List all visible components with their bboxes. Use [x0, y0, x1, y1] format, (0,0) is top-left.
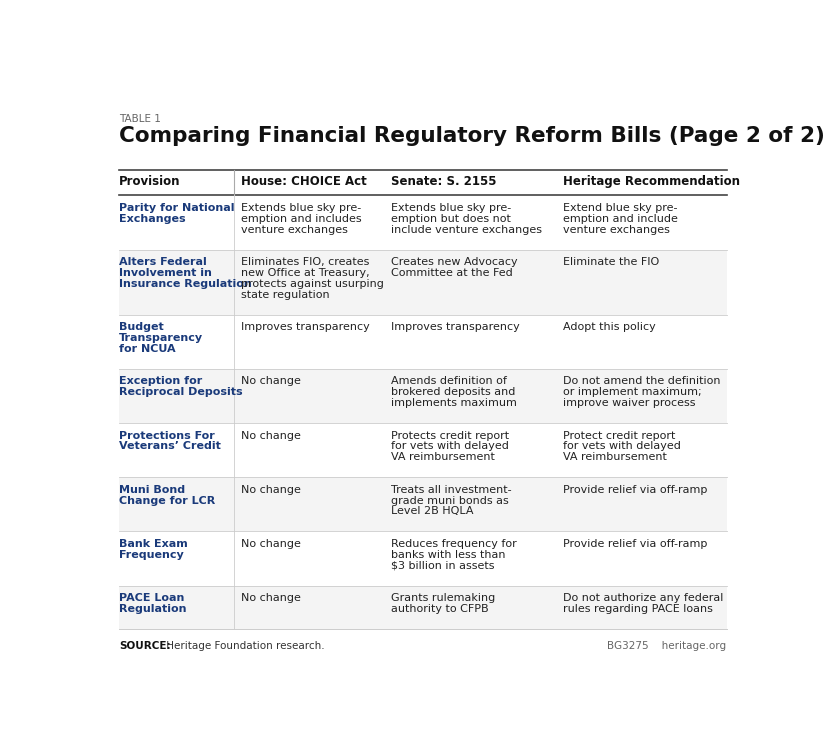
- Text: improve waiver process: improve waiver process: [563, 398, 696, 408]
- Text: No change: No change: [241, 485, 300, 495]
- Text: No change: No change: [241, 376, 300, 387]
- Text: Protects credit report: Protects credit report: [391, 430, 509, 441]
- Bar: [119, 586, 727, 629]
- Text: Do not authorize any federal: Do not authorize any federal: [563, 593, 724, 603]
- Text: grade muni bonds as: grade muni bonds as: [391, 496, 508, 505]
- Text: for vets with delayed: for vets with delayed: [391, 442, 509, 451]
- Text: Adopt this policy: Adopt this policy: [563, 322, 656, 332]
- Text: Extends blue sky pre-: Extends blue sky pre-: [391, 203, 512, 213]
- Text: state regulation: state regulation: [241, 290, 329, 300]
- Text: Alters Federal: Alters Federal: [119, 258, 207, 267]
- Text: Provide relief via off-ramp: Provide relief via off-ramp: [563, 539, 708, 549]
- Text: Treats all investment-: Treats all investment-: [391, 485, 512, 495]
- Text: Amends definition of: Amends definition of: [391, 376, 507, 387]
- Text: Bank Exam: Bank Exam: [119, 539, 188, 549]
- Text: Eliminate the FIO: Eliminate the FIO: [563, 258, 660, 267]
- Text: Provide relief via off-ramp: Provide relief via off-ramp: [563, 485, 708, 495]
- Text: Muni Bond: Muni Bond: [119, 485, 186, 495]
- Text: TABLE 1: TABLE 1: [119, 114, 161, 125]
- Text: Extends blue sky pre-: Extends blue sky pre-: [241, 203, 361, 213]
- Bar: [119, 249, 727, 315]
- Text: or implement maximum;: or implement maximum;: [563, 388, 702, 397]
- Text: for vets with delayed: for vets with delayed: [563, 442, 681, 451]
- Text: emption and includes: emption and includes: [241, 214, 361, 224]
- Text: Exchanges: Exchanges: [119, 214, 186, 224]
- Bar: [119, 477, 727, 532]
- Text: Protections For: Protections For: [119, 430, 214, 441]
- Text: Heritage Foundation research.: Heritage Foundation research.: [163, 641, 324, 650]
- Text: Do not amend the definition: Do not amend the definition: [563, 376, 721, 387]
- Bar: [119, 369, 727, 423]
- Text: Heritage Recommendation: Heritage Recommendation: [563, 174, 741, 188]
- Text: Parity for National: Parity for National: [119, 203, 234, 213]
- Text: PACE Loan: PACE Loan: [119, 593, 185, 603]
- Text: authority to CFPB: authority to CFPB: [391, 604, 488, 614]
- Text: brokered deposits and: brokered deposits and: [391, 388, 516, 397]
- Text: Creates new Advocacy: Creates new Advocacy: [391, 258, 517, 267]
- Text: Provision: Provision: [119, 174, 181, 188]
- Text: protects against usurping: protects against usurping: [241, 279, 384, 289]
- Text: Frequency: Frequency: [119, 550, 184, 559]
- Text: VA reimbursement: VA reimbursement: [563, 452, 667, 462]
- Text: No change: No change: [241, 593, 300, 603]
- Text: emption and include: emption and include: [563, 214, 678, 224]
- Text: Comparing Financial Regulatory Reform Bills (Page 2 of 2): Comparing Financial Regulatory Reform Bi…: [119, 126, 825, 146]
- Text: BG3275    heritage.org: BG3275 heritage.org: [607, 641, 727, 650]
- Text: banks with less than: banks with less than: [391, 550, 506, 559]
- Text: Veterans’ Credit: Veterans’ Credit: [119, 442, 221, 451]
- Text: Change for LCR: Change for LCR: [119, 496, 215, 505]
- Text: Grants rulemaking: Grants rulemaking: [391, 593, 495, 603]
- Text: House: CHOICE Act: House: CHOICE Act: [241, 174, 366, 188]
- Text: Improves transparency: Improves transparency: [391, 322, 520, 332]
- Text: Transparency: Transparency: [119, 333, 203, 343]
- Text: venture exchanges: venture exchanges: [241, 225, 347, 234]
- Text: No change: No change: [241, 539, 300, 549]
- Text: Insurance Regulation: Insurance Regulation: [119, 279, 252, 289]
- Text: emption but does not: emption but does not: [391, 214, 511, 224]
- Text: Committee at the Fed: Committee at the Fed: [391, 268, 512, 278]
- Text: Protect credit report: Protect credit report: [563, 430, 676, 441]
- Text: new Office at Treasury,: new Office at Treasury,: [241, 268, 370, 278]
- Text: venture exchanges: venture exchanges: [563, 225, 671, 234]
- Text: for NCUA: for NCUA: [119, 344, 176, 354]
- Text: VA reimbursement: VA reimbursement: [391, 452, 495, 462]
- Text: include venture exchanges: include venture exchanges: [391, 225, 542, 234]
- Text: implements maximum: implements maximum: [391, 398, 516, 408]
- Text: rules regarding PACE loans: rules regarding PACE loans: [563, 604, 714, 614]
- Text: Level 2B HQLA: Level 2B HQLA: [391, 506, 474, 517]
- Text: Budget: Budget: [119, 322, 164, 332]
- Text: $3 billion in assets: $3 billion in assets: [391, 560, 494, 571]
- Text: Extend blue sky pre-: Extend blue sky pre-: [563, 203, 678, 213]
- Text: Involvement in: Involvement in: [119, 268, 212, 278]
- Text: Improves transparency: Improves transparency: [241, 322, 370, 332]
- Text: No change: No change: [241, 430, 300, 441]
- Text: SOURCE:: SOURCE:: [119, 641, 171, 650]
- Text: Regulation: Regulation: [119, 604, 186, 614]
- Text: Eliminates FIO, creates: Eliminates FIO, creates: [241, 258, 369, 267]
- Text: Reduces frequency for: Reduces frequency for: [391, 539, 516, 549]
- Text: Exception for: Exception for: [119, 376, 202, 387]
- Text: Senate: S. 2155: Senate: S. 2155: [391, 174, 497, 188]
- Text: Reciprocal Deposits: Reciprocal Deposits: [119, 388, 243, 397]
